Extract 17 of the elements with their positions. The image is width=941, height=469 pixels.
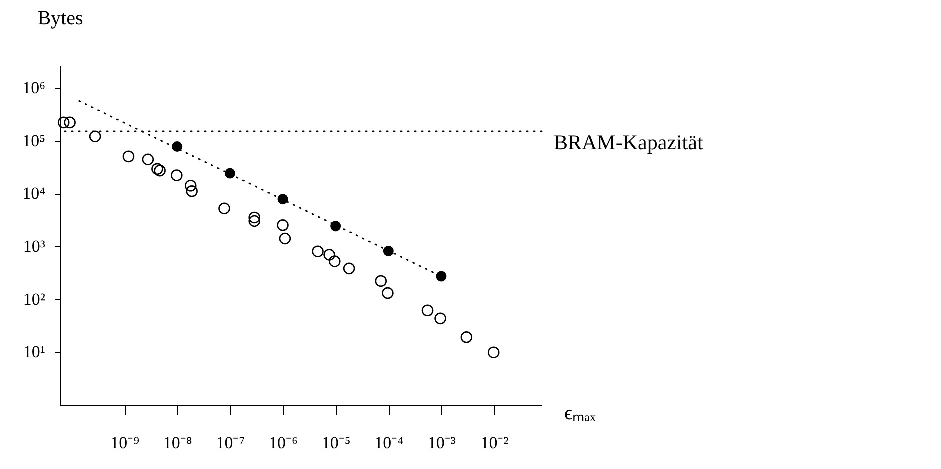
y-tick-label: 10³ <box>23 236 46 256</box>
x-tick-label: 10⁻³ <box>428 434 456 452</box>
y-tick-label: 10² <box>23 290 46 309</box>
y-axis-title: Bytes <box>38 8 84 30</box>
x-tick-label: 10⁻⁸ <box>163 434 192 452</box>
y-tick-label: 10⁶ <box>22 78 46 98</box>
x-tick-label: 10⁻⁹ <box>110 434 140 452</box>
x-tick-label: 10⁻⁴ <box>374 434 404 452</box>
ref-line-label: BRAM-Kapazität <box>554 130 704 154</box>
x-tick-label: 10⁻² <box>480 434 509 452</box>
y-tick-label: 10⁵ <box>22 131 46 150</box>
x-tick-label: 10⁻⁵ <box>322 434 351 452</box>
x-axis-title: ϵₘₐₓ <box>564 402 596 424</box>
y-tick-label: 10⁴ <box>22 184 46 204</box>
x-tick-label: 10⁻⁶ <box>269 434 298 452</box>
x-tick-label: 10⁻⁷ <box>216 434 246 452</box>
y-tick-label: 10¹ <box>23 342 46 362</box>
